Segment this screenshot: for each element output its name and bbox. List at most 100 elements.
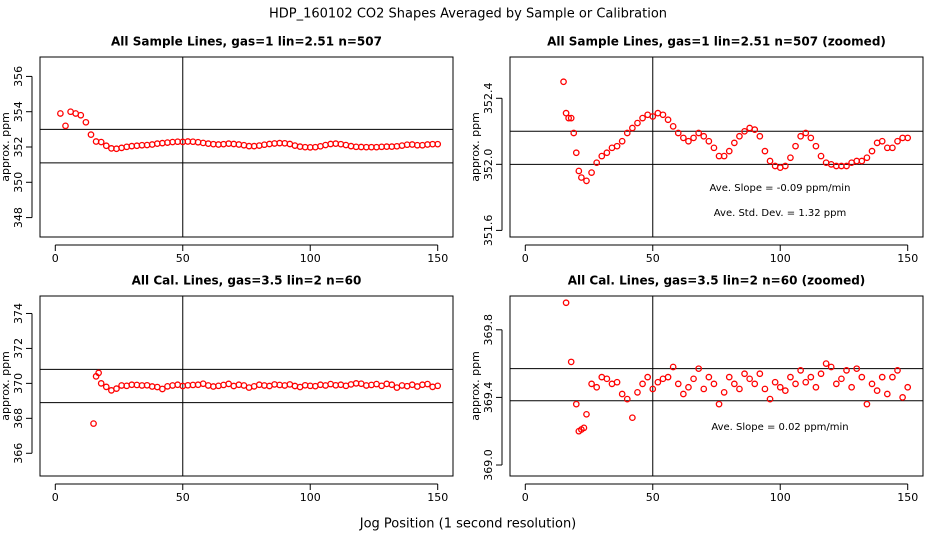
point	[720, 388, 728, 396]
plot-frame	[39, 56, 454, 238]
x-tick-label: 150	[897, 252, 918, 265]
point	[565, 114, 572, 122]
point	[664, 373, 672, 381]
point	[832, 380, 840, 388]
point	[583, 410, 590, 418]
y-tick-label: 354	[12, 101, 25, 122]
y-tick-label: 374	[12, 303, 25, 324]
point	[685, 137, 692, 145]
point	[639, 380, 646, 388]
y-tick-label: 352	[12, 137, 25, 158]
point	[751, 380, 759, 388]
point	[863, 154, 871, 162]
y-tick-label: 370	[12, 373, 25, 394]
point	[797, 132, 804, 140]
point	[434, 140, 442, 148]
point	[634, 388, 641, 396]
point	[685, 383, 692, 391]
point	[434, 382, 442, 390]
point	[802, 378, 810, 386]
panel-title: All Cal. Lines, gas=3.5 lin=2 n=60	[132, 274, 362, 288]
point	[904, 383, 912, 391]
point	[659, 111, 667, 119]
point	[649, 113, 657, 120]
point	[802, 129, 810, 137]
point	[838, 375, 845, 383]
point	[807, 134, 815, 142]
figure-title: HDP_160102 CO2 Shapes Averaged by Sample…	[269, 7, 667, 22]
point	[899, 394, 906, 401]
point	[889, 373, 896, 381]
point	[593, 383, 601, 391]
y-tick-label: 369.4	[482, 382, 495, 414]
panel-title: All Sample Lines, gas=1 lin=2.51 n=507 (…	[547, 35, 886, 49]
point	[756, 370, 764, 378]
point	[848, 383, 855, 391]
panel-title: All Cal. Lines, gas=3.5 lin=2 n=60 (zoom…	[568, 274, 866, 288]
plot-frame	[39, 295, 454, 477]
point	[618, 390, 626, 398]
point	[82, 118, 90, 126]
point	[853, 365, 861, 373]
point	[113, 385, 120, 392]
point	[741, 127, 748, 135]
point	[567, 114, 575, 122]
y-tick-label: 368	[12, 408, 25, 429]
point	[868, 147, 876, 155]
point	[710, 380, 718, 388]
point	[690, 375, 697, 383]
x-axis-label: Jog Position (1 second resolution)	[359, 517, 577, 532]
point	[669, 123, 677, 130]
point	[746, 375, 753, 383]
y-axis-label: approx. ppm	[469, 112, 482, 182]
point	[669, 363, 677, 371]
x-tick-label: 100	[300, 491, 321, 504]
point	[843, 367, 850, 374]
x-tick-label: 50	[176, 252, 190, 265]
point	[159, 385, 166, 393]
x-tick-label: 50	[646, 252, 660, 265]
point	[720, 152, 728, 160]
point	[102, 383, 110, 391]
point	[629, 124, 636, 132]
point	[904, 134, 912, 142]
point	[889, 144, 896, 152]
point	[560, 78, 567, 86]
y-tick-label: 351.6	[482, 215, 495, 247]
point	[868, 380, 876, 388]
x-tick-label: 150	[897, 491, 918, 504]
point	[572, 149, 580, 157]
point	[715, 400, 723, 408]
point	[674, 129, 682, 137]
point	[388, 381, 396, 389]
point	[570, 129, 578, 137]
point	[97, 138, 105, 146]
point	[812, 142, 820, 150]
point	[424, 380, 431, 388]
point	[843, 162, 850, 170]
point	[725, 373, 733, 381]
x-tick-label: 0	[52, 491, 59, 504]
point	[613, 378, 621, 386]
x-tick-label: 50	[176, 491, 190, 504]
point	[863, 400, 871, 408]
point	[680, 134, 687, 142]
x-tick-label: 150	[427, 491, 448, 504]
point	[705, 137, 713, 145]
y-tick-label: 348	[12, 207, 25, 228]
point	[572, 400, 580, 408]
point	[807, 373, 815, 381]
point	[878, 137, 886, 145]
point	[736, 132, 743, 140]
y-axis-label: approx. ppm	[0, 351, 12, 421]
point	[690, 134, 697, 142]
point	[730, 139, 738, 147]
point	[588, 380, 595, 388]
point	[97, 380, 105, 387]
point	[695, 129, 703, 137]
point	[741, 370, 748, 378]
x-tick-label: 50	[646, 491, 660, 504]
point	[878, 373, 886, 381]
x-tick-label: 0	[522, 491, 529, 504]
point	[603, 375, 611, 383]
